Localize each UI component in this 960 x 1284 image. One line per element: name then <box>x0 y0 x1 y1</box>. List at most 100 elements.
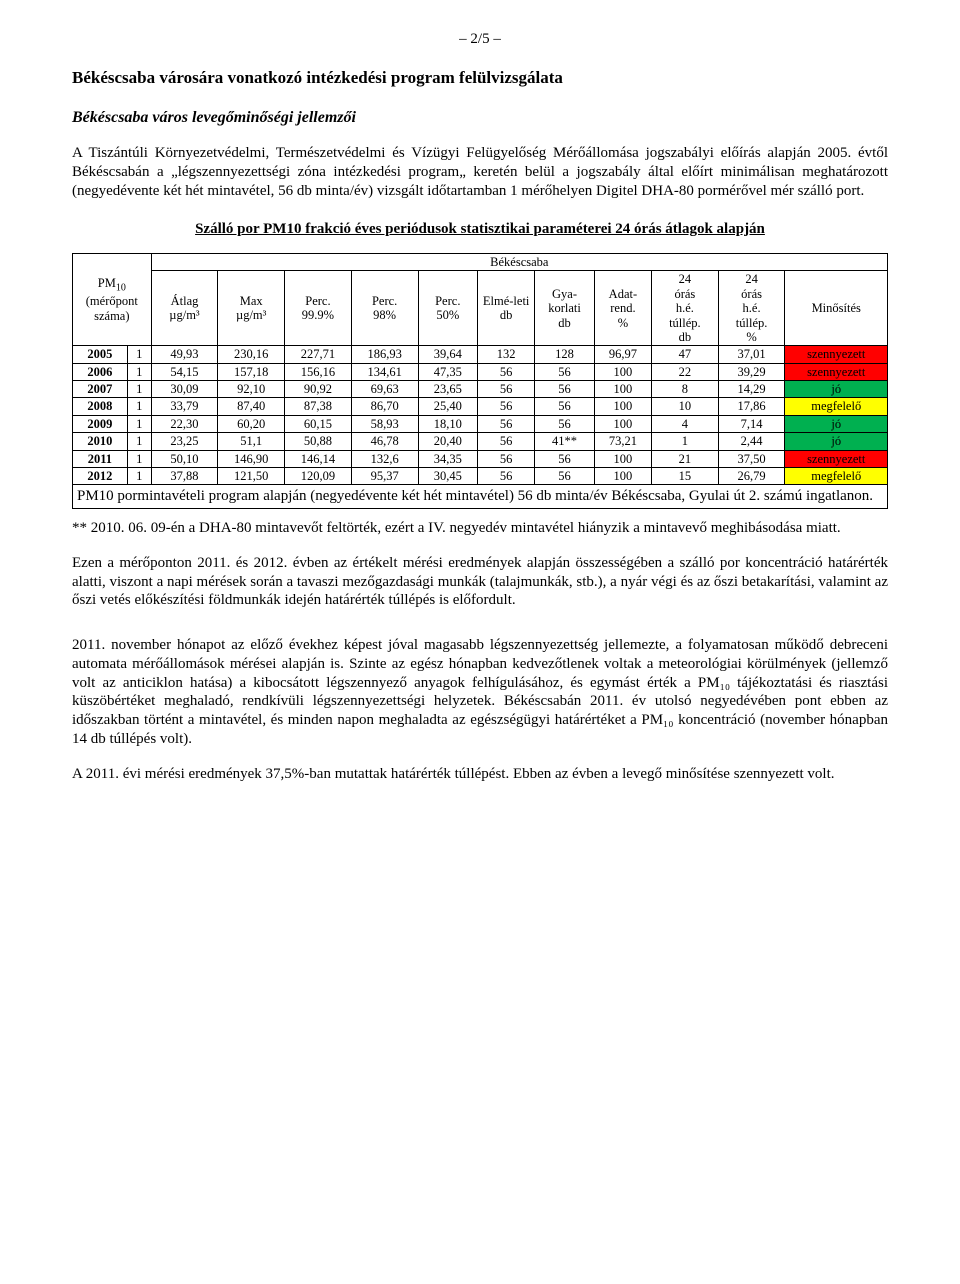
cell-value: 8 <box>652 381 719 398</box>
row-header-pm10: PM10(mérőpont száma) <box>73 254 152 346</box>
cell-value: 10 <box>652 398 719 415</box>
cell-value: 41** <box>535 433 595 450</box>
cell-value: 56 <box>478 415 535 432</box>
page-number: – 2/5 – <box>72 30 888 49</box>
cell-value: 230,16 <box>218 346 285 363</box>
cell-rating: szennyezett <box>785 363 888 380</box>
column-header: 24órásh.é.túllép.% <box>718 271 785 346</box>
cell-value: 56 <box>478 381 535 398</box>
cell-value: 56 <box>535 415 595 432</box>
cell-value: 121,50 <box>218 467 285 484</box>
cell-year: 2005 <box>73 346 128 363</box>
cell-year: 2011 <box>73 450 128 467</box>
cell-value: 56 <box>478 433 535 450</box>
cell-value: 146,14 <box>285 450 352 467</box>
cell-value: 100 <box>594 398 651 415</box>
cell-value: 100 <box>594 450 651 467</box>
column-header: 24órásh.é.túllép.db <box>652 271 719 346</box>
city-header: Békéscsaba <box>151 254 887 271</box>
cell-year: 2010 <box>73 433 128 450</box>
pm10-label: PM10(mérőpont száma) <box>86 276 138 322</box>
cell-value: 56 <box>535 450 595 467</box>
cell-value: 227,71 <box>285 346 352 363</box>
paragraph-after-table: Ezen a mérőponton 2011. és 2012. évben a… <box>72 554 888 610</box>
cell-value: 34,35 <box>418 450 478 467</box>
cell-value: 56 <box>535 398 595 415</box>
cell-year: 2007 <box>73 381 128 398</box>
cell-rating: jó <box>785 381 888 398</box>
cell-rating: jó <box>785 433 888 450</box>
table-row: 2008133,7987,4087,3886,7025,405656100101… <box>73 398 888 415</box>
cell-point: 1 <box>127 381 151 398</box>
cell-value: 120,09 <box>285 467 352 484</box>
cell-value: 37,50 <box>718 450 785 467</box>
column-header: Adat-rend.% <box>594 271 651 346</box>
cell-value: 54,15 <box>151 363 218 380</box>
cell-value: 146,90 <box>218 450 285 467</box>
cell-value: 37,88 <box>151 467 218 484</box>
cell-value: 15 <box>652 467 719 484</box>
cell-value: 56 <box>535 467 595 484</box>
cell-value: 128 <box>535 346 595 363</box>
cell-value: 17,86 <box>718 398 785 415</box>
cell-rating: megfelelő <box>785 398 888 415</box>
cell-value: 96,97 <box>594 346 651 363</box>
cell-value: 100 <box>594 467 651 484</box>
table-row: 2011150,10146,90146,14132,634,3556561002… <box>73 450 888 467</box>
cell-rating: megfelelő <box>785 467 888 484</box>
page-container: – 2/5 – Békéscsaba városára vonatkozó in… <box>0 0 960 1284</box>
cell-value: 132,6 <box>351 450 418 467</box>
cell-value: 56 <box>535 363 595 380</box>
cell-value: 1 <box>652 433 719 450</box>
cell-value: 46,78 <box>351 433 418 450</box>
table-caption: Szálló por PM10 frakció éves periódusok … <box>72 220 888 239</box>
cell-value: 30,45 <box>418 467 478 484</box>
cell-value: 100 <box>594 381 651 398</box>
cell-value: 30,09 <box>151 381 218 398</box>
cell-value: 186,93 <box>351 346 418 363</box>
cell-value: 25,40 <box>418 398 478 415</box>
cell-value: 95,37 <box>351 467 418 484</box>
cell-value: 33,79 <box>151 398 218 415</box>
cell-value: 51,1 <box>218 433 285 450</box>
cell-value: 21 <box>652 450 719 467</box>
cell-value: 100 <box>594 415 651 432</box>
cell-value: 87,40 <box>218 398 285 415</box>
cell-year: 2009 <box>73 415 128 432</box>
cell-value: 87,38 <box>285 398 352 415</box>
column-header: Maxµg/m³ <box>218 271 285 346</box>
table-footnote-2: ** 2010. 06. 09-én a DHA-80 mintavevőt f… <box>72 519 888 538</box>
cell-value: 56 <box>478 467 535 484</box>
cell-year: 2012 <box>73 467 128 484</box>
table-row: 2010123,2551,150,8846,7820,405641**73,21… <box>73 433 888 450</box>
cell-rating: szennyezett <box>785 346 888 363</box>
table-row: 2012137,88121,50120,0995,3730,4556561001… <box>73 467 888 484</box>
cell-value: 4 <box>652 415 719 432</box>
cell-value: 132 <box>478 346 535 363</box>
cell-value: 23,25 <box>151 433 218 450</box>
cell-value: 56 <box>478 363 535 380</box>
cell-point: 1 <box>127 398 151 415</box>
cell-year: 2008 <box>73 398 128 415</box>
table-row: 2005149,93230,16227,71186,9339,641321289… <box>73 346 888 363</box>
cell-value: 157,18 <box>218 363 285 380</box>
cell-value: 86,70 <box>351 398 418 415</box>
cell-value: 39,29 <box>718 363 785 380</box>
pm10-table: PM10(mérőpont száma) Békéscsaba Átlagµg/… <box>72 253 888 485</box>
cell-value: 20,40 <box>418 433 478 450</box>
column-header: Elmé-letidb <box>478 271 535 346</box>
intro-paragraph: A Tiszántúli Környezetvédelmi, Természet… <box>72 144 888 200</box>
cell-value: 2,44 <box>718 433 785 450</box>
column-header: Perc.50% <box>418 271 478 346</box>
cell-value: 92,10 <box>218 381 285 398</box>
cell-rating: jó <box>785 415 888 432</box>
cell-point: 1 <box>127 346 151 363</box>
cell-value: 134,61 <box>351 363 418 380</box>
cell-value: 69,63 <box>351 381 418 398</box>
cell-point: 1 <box>127 467 151 484</box>
column-header: Átlagµg/m³ <box>151 271 218 346</box>
cell-value: 60,20 <box>218 415 285 432</box>
column-header: Perc.98% <box>351 271 418 346</box>
cell-value: 39,64 <box>418 346 478 363</box>
cell-value: 7,14 <box>718 415 785 432</box>
